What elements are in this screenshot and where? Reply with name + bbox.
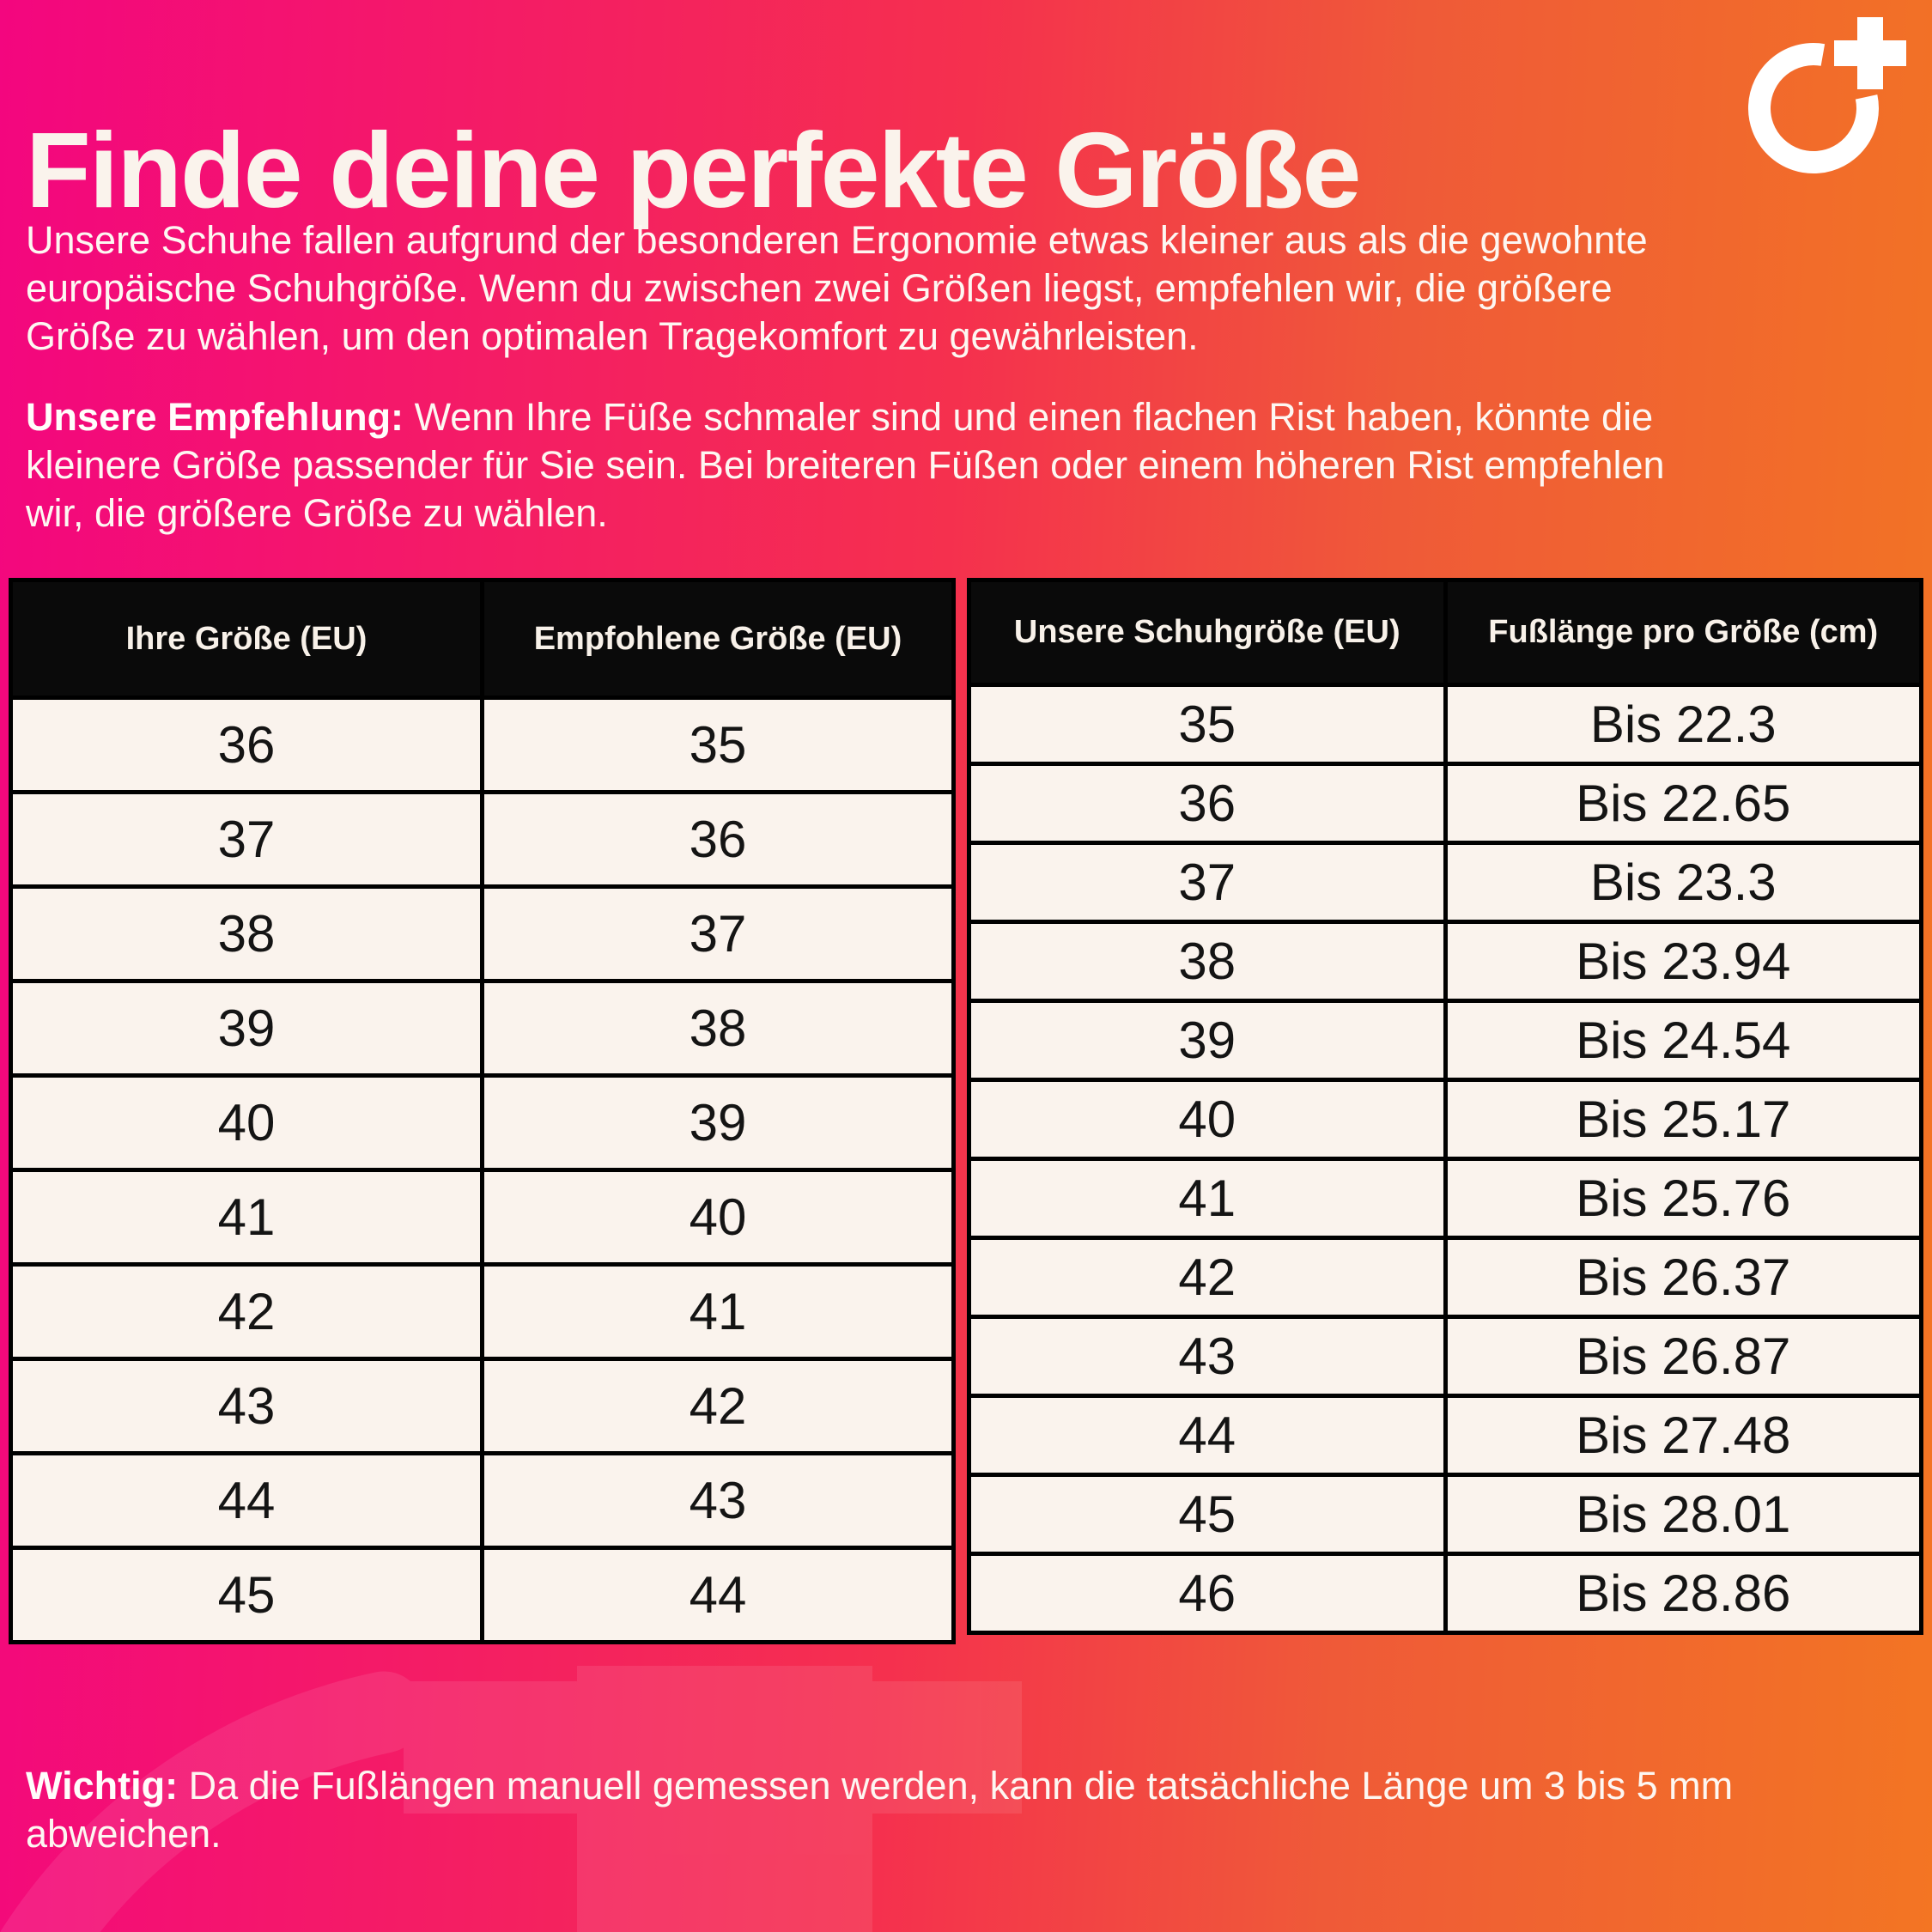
- table-cell: Bis 26.37: [1443, 1236, 1923, 1319]
- table-row: 41 40: [9, 1168, 956, 1267]
- table-cell: 40: [967, 1078, 1448, 1161]
- table-cell: 41: [967, 1157, 1448, 1240]
- table-cell: 43: [967, 1315, 1448, 1398]
- table-cell: Bis 25.17: [1443, 1078, 1923, 1161]
- table-cell: 42: [480, 1357, 956, 1455]
- table-row: 43 42: [9, 1357, 956, 1455]
- table-cell: 36: [9, 696, 484, 794]
- table-cell: 39: [9, 979, 484, 1078]
- table-cell: 42: [9, 1262, 484, 1361]
- table-row: 35 Bis 22.3: [967, 683, 1923, 766]
- table-cell: 35: [967, 683, 1448, 766]
- table-row: 46 Bis 28.86: [967, 1552, 1923, 1635]
- table-cell: 41: [480, 1262, 956, 1361]
- table-row: 41 Bis 25.76: [967, 1157, 1923, 1240]
- table-cell: 40: [9, 1073, 484, 1172]
- table-cell: Bis 22.3: [1443, 683, 1923, 766]
- table-row: 40 39: [9, 1073, 956, 1172]
- table-cell: 44: [9, 1451, 484, 1550]
- foot-length-table-header: Unsere Schuhgröße (EU) Fußlänge pro Größ…: [967, 578, 1923, 687]
- table-cell: Bis 23.3: [1443, 841, 1923, 924]
- table-cell: 43: [480, 1451, 956, 1550]
- table-row: 37 Bis 23.3: [967, 841, 1923, 924]
- table-cell: 46: [967, 1552, 1448, 1635]
- size-conversion-table-body: 36 35 37 36 38 37 39 38 40 39 41 40 42 41 43 42 44 43 45 44: [9, 696, 956, 1644]
- table-row: 36 Bis 22.65: [967, 762, 1923, 845]
- table-cell: Bis 22.65: [1443, 762, 1923, 845]
- table-row: 45 Bis 28.01: [967, 1473, 1923, 1556]
- recommendation-label: Unsere Empfehlung:: [26, 395, 404, 439]
- intro-text: Unsere Schuhe fallen aufgrund der besond…: [26, 218, 1648, 358]
- recommendation-text: Unsere Empfehlung: Wenn Ihre Füße schmal…: [26, 393, 1915, 538]
- table-cell: 36: [480, 790, 956, 889]
- size-conversion-table-header: Ihre Größe (EU) Empfohlene Größe (EU): [9, 578, 956, 700]
- table-cell: 39: [480, 1073, 956, 1172]
- table-row: 40 Bis 25.17: [967, 1078, 1923, 1161]
- table-row: 39 Bis 24.54: [967, 999, 1923, 1082]
- table-row: 38 37: [9, 884, 956, 983]
- table-cell: 37: [967, 841, 1448, 924]
- table-cell: 43: [9, 1357, 484, 1455]
- brand-logo-icon: [1748, 17, 1906, 174]
- size-conversion-table: Ihre Größe (EU) Empfohlene Größe (EU) 36…: [9, 578, 956, 1644]
- column-header-recommended-size: Empfohlene Größe (EU): [480, 578, 956, 700]
- table-cell: 44: [967, 1394, 1448, 1477]
- table-cell: Bis 23.94: [1443, 920, 1923, 1003]
- table-row: 38 Bis 23.94: [967, 920, 1923, 1003]
- important-note-body: Da die Fußlängen manuell gemessen werden…: [26, 1764, 1734, 1856]
- table-cell: Bis 27.48: [1443, 1394, 1923, 1477]
- table-row: 42 Bis 26.37: [967, 1236, 1923, 1319]
- column-header-our-shoe-size: Unsere Schuhgröße (EU): [967, 578, 1448, 687]
- table-row: 44 43: [9, 1451, 956, 1550]
- table-cell: 42: [967, 1236, 1448, 1319]
- table-cell: 35: [480, 696, 956, 794]
- table-cell: 38: [9, 884, 484, 983]
- important-note: Wichtig: Da die Fußlängen manuell gemess…: [26, 1762, 1915, 1858]
- table-cell: Bis 28.86: [1443, 1552, 1923, 1635]
- table-cell: Bis 24.54: [1443, 999, 1923, 1082]
- recommendation-body: Wenn Ihre Füße schmaler sind und einen f…: [26, 395, 1665, 535]
- table-cell: 37: [480, 884, 956, 983]
- column-header-your-size: Ihre Größe (EU): [9, 578, 484, 700]
- table-cell: 40: [480, 1168, 956, 1267]
- table-cell: 44: [480, 1546, 956, 1644]
- table-cell: 45: [9, 1546, 484, 1644]
- table-cell: 41: [9, 1168, 484, 1267]
- page-title: Finde deine perfekte Größe: [26, 112, 1361, 231]
- table-cell: 39: [967, 999, 1448, 1082]
- table-cell: Bis 28.01: [1443, 1473, 1923, 1556]
- table-row: 43 Bis 26.87: [967, 1315, 1923, 1398]
- table-row: 45 44: [9, 1546, 956, 1644]
- foot-length-table: Unsere Schuhgröße (EU) Fußlänge pro Größ…: [967, 578, 1923, 1635]
- important-note-label: Wichtig:: [26, 1764, 179, 1807]
- table-cell: Bis 26.87: [1443, 1315, 1923, 1398]
- table-row: 42 41: [9, 1262, 956, 1361]
- size-tables: Ihre Größe (EU) Empfohlene Größe (EU) 36…: [9, 578, 1923, 1644]
- table-cell: 36: [967, 762, 1448, 845]
- table-row: 37 36: [9, 790, 956, 889]
- table-cell: 37: [9, 790, 484, 889]
- foot-length-table-body: 35 Bis 22.3 36 Bis 22.65 37 Bis 23.3 38 Bis 23.…: [967, 683, 1923, 1635]
- table-row: 39 38: [9, 979, 956, 1078]
- table-row: 36 35: [9, 696, 956, 794]
- table-cell: Bis 25.76: [1443, 1157, 1923, 1240]
- table-cell: 45: [967, 1473, 1448, 1556]
- table-cell: 38: [967, 920, 1448, 1003]
- table-row: 44 Bis 27.48: [967, 1394, 1923, 1477]
- column-header-foot-length: Fußlänge pro Größe (cm): [1443, 578, 1923, 687]
- table-cell: 38: [480, 979, 956, 1078]
